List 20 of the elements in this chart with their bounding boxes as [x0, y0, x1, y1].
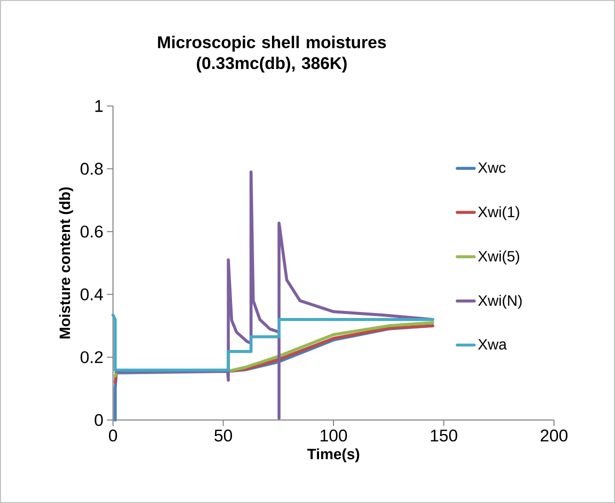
legend-label: Xwc — [478, 162, 506, 173]
x-tick-label: 50 — [214, 430, 232, 442]
y-tick-label: 0 — [94, 414, 103, 426]
chart-title: Microscopic shell moistures (0.33mc(db), 386K) — [158, 36, 386, 72]
legend-label: Xwa — [478, 339, 507, 350]
y-axis-title: Moisture content (db) — [59, 187, 74, 338]
y-tick-label: 0.6 — [80, 226, 103, 238]
legend-label: Xwi(5) — [478, 250, 520, 264]
x-tick-label: 150 — [430, 430, 458, 442]
y-tick-label: 1 — [95, 100, 103, 112]
x-tick-label: 100 — [320, 430, 347, 442]
y-tick-label: 0.4 — [80, 288, 103, 300]
legend-label: Xwi(1) — [478, 206, 520, 220]
x-axis-title: Time(s) — [307, 448, 360, 462]
x-tick-label: 200 — [540, 430, 568, 442]
y-tick-label: 0.8 — [80, 162, 103, 175]
line-series — [112, 314, 434, 372]
y-tick-label: 0.2 — [80, 351, 103, 364]
x-tick-label: 0 — [108, 430, 118, 442]
legend-label: Xwi(N) — [478, 294, 522, 309]
